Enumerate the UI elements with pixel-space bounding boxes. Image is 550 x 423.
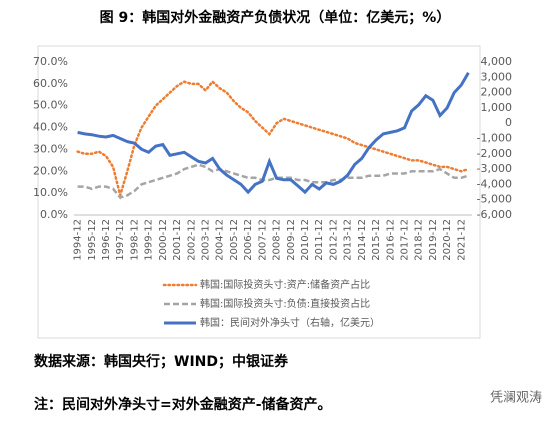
x-tick-label: 2004-12 <box>215 219 226 261</box>
x-tick-label: 2019-12 <box>428 219 439 261</box>
series-line <box>77 163 469 199</box>
x-tick-label: 2015-12 <box>371 219 382 261</box>
x-tick-label: 1998-12 <box>129 219 140 261</box>
watermark: 凭澜观涛 <box>490 390 542 406</box>
y-tick-label: 70.0% <box>33 55 68 68</box>
x-tick-label: 2008-12 <box>272 219 283 261</box>
y-tick-label: 50.0% <box>33 99 68 112</box>
y2-tick-label: 4,000 <box>481 55 513 68</box>
x-tick-label: 2013-12 <box>343 219 354 261</box>
y-tick-label: 40.0% <box>33 121 68 134</box>
source: 数据来源：韩国央行；WIND；中银证券 <box>34 353 289 370</box>
y2-tick-label: -2,000 <box>477 147 512 160</box>
x-tick-label: 2002-12 <box>186 219 197 261</box>
y-tick-label: 60.0% <box>33 77 68 90</box>
note: 注：民间对外净头寸=对外金融资产-储备资产。 <box>34 396 332 413</box>
y-tick-label: 30.0% <box>33 142 68 155</box>
chart-title: 图 9：韩国对外金融资产负债状况（单位：亿美元；%） <box>100 9 451 26</box>
x-tick-label: 1995-12 <box>87 219 98 261</box>
y2-tick-label: -5,000 <box>477 193 512 206</box>
x-tick-label: 2006-12 <box>243 219 254 261</box>
legend-label: 韩国:国际投资头寸:负债:直接投资占比 <box>200 297 370 310</box>
y2-tick-label: -6,000 <box>477 208 512 221</box>
y2-tick-label: 1,000 <box>481 101 513 114</box>
x-tick-label: 2014-12 <box>357 219 368 261</box>
x-tick-label: 2016-12 <box>385 219 396 261</box>
x-tick-label: 2005-12 <box>229 219 240 261</box>
legend-label: 韩国:国际投资头寸:资产:储备资产占比 <box>200 278 370 291</box>
y2-tick-label: 0 <box>505 116 512 129</box>
x-tick-label: 2012-12 <box>328 219 339 261</box>
x-tick-label: 1999-12 <box>144 219 155 261</box>
y2-tick-label: 3,000 <box>481 70 513 83</box>
series-line <box>76 79 470 201</box>
x-tick-label: 1997-12 <box>115 219 126 261</box>
x-tick-label: 2017-12 <box>399 219 410 261</box>
x-tick-label: 2011-12 <box>314 219 325 261</box>
y-tick-label: 20.0% <box>33 164 68 177</box>
x-tick-label: 2018-12 <box>414 219 425 261</box>
series-line <box>77 71 470 195</box>
y-tick-label: 10.0% <box>33 186 68 199</box>
x-tick-label: 2000-12 <box>158 219 169 261</box>
x-tick-label: 2020-12 <box>442 219 453 261</box>
x-tick-label: 2009-12 <box>286 219 297 261</box>
x-tick-label: 1996-12 <box>101 219 112 261</box>
y2-tick-label: -3,000 <box>477 162 512 175</box>
x-tick-label: 1994-12 <box>73 219 84 261</box>
legend-label: 韩国：民间对外净头寸（右轴，亿美元） <box>200 316 380 329</box>
y2-tick-label: -4,000 <box>477 177 512 190</box>
y2-tick-label: 2,000 <box>481 86 513 99</box>
y2-tick-label: -1,000 <box>477 132 512 145</box>
chart-frame <box>37 45 481 339</box>
x-tick-label: 2003-12 <box>200 219 211 261</box>
x-tick-label: 2021-12 <box>456 219 467 261</box>
x-tick-label: 2010-12 <box>300 219 311 261</box>
y-tick-label: 0.0% <box>40 208 68 221</box>
x-tick-label: 2007-12 <box>257 219 268 261</box>
x-tick-label: 2001-12 <box>172 219 183 261</box>
